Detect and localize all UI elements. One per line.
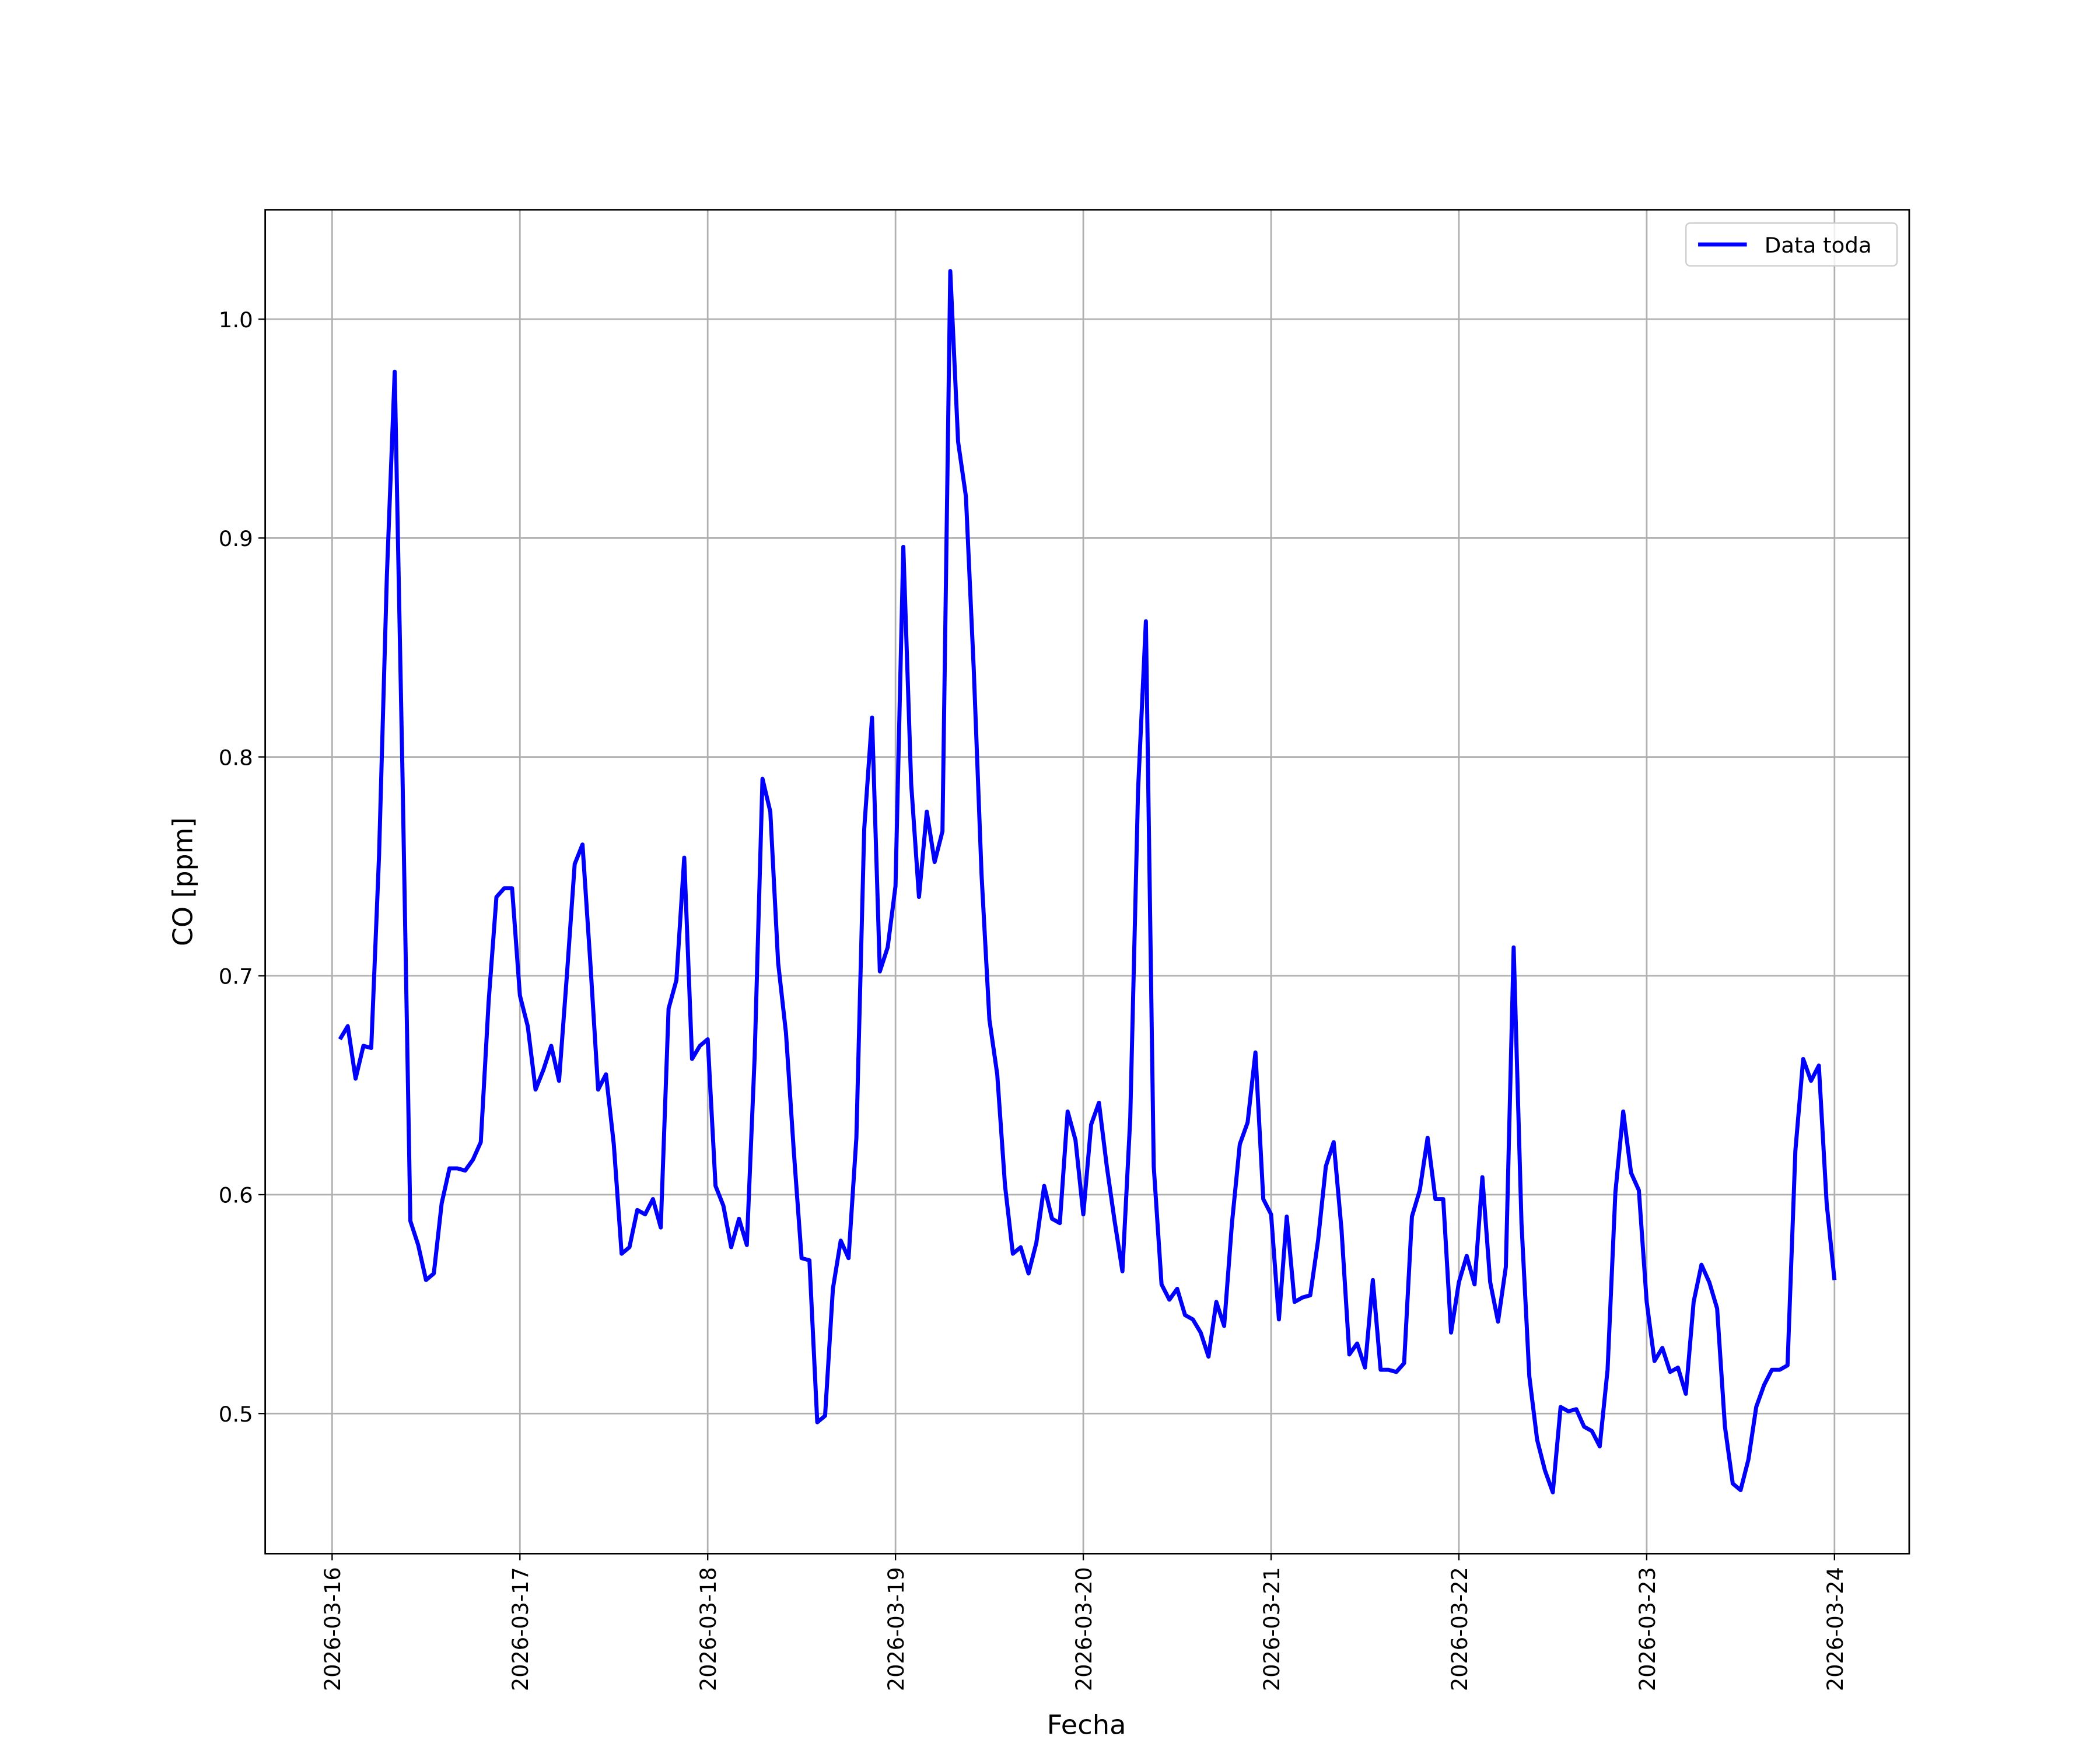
x-axis-label: Fecha xyxy=(1047,1709,1126,1741)
x-tick-label: 2026-03-23 xyxy=(1635,1567,1660,1691)
y-tick-label: 0.5 xyxy=(219,1402,253,1427)
data-line xyxy=(338,269,1837,1494)
y-tick-label: 1.0 xyxy=(219,307,253,332)
x-tick-label: 2026-03-24 xyxy=(1823,1567,1848,1691)
x-tick-label: 2026-03-22 xyxy=(1447,1567,1472,1691)
legend: Data toda xyxy=(1685,222,1898,267)
x-tick-label: 2026-03-21 xyxy=(1259,1567,1284,1691)
y-tick-label: 0.9 xyxy=(219,526,253,551)
legend-box xyxy=(1685,222,1898,267)
x-tick-label: 2026-03-18 xyxy=(696,1567,721,1691)
x-tick-label: 2026-03-17 xyxy=(508,1567,533,1691)
x-tick-label: 2026-03-16 xyxy=(320,1567,345,1691)
axes-frame xyxy=(264,209,1910,1555)
y-axis-label: CO [ppm] xyxy=(167,817,198,946)
y-tick-label: 0.7 xyxy=(219,964,253,989)
y-tick-label: 0.6 xyxy=(219,1183,253,1208)
legend-label: Data toda xyxy=(1765,233,1872,258)
x-tick-label: 2026-03-19 xyxy=(884,1567,909,1691)
y-tick-label: 0.8 xyxy=(219,746,253,771)
ticks: 0.5 0.6 0.7 0.8 0.9 1.0 2026-03-16 2026-03-17 20… xyxy=(219,307,1848,1691)
x-tick-label: 2026-03-20 xyxy=(1072,1567,1097,1691)
plot xyxy=(338,269,1837,1494)
